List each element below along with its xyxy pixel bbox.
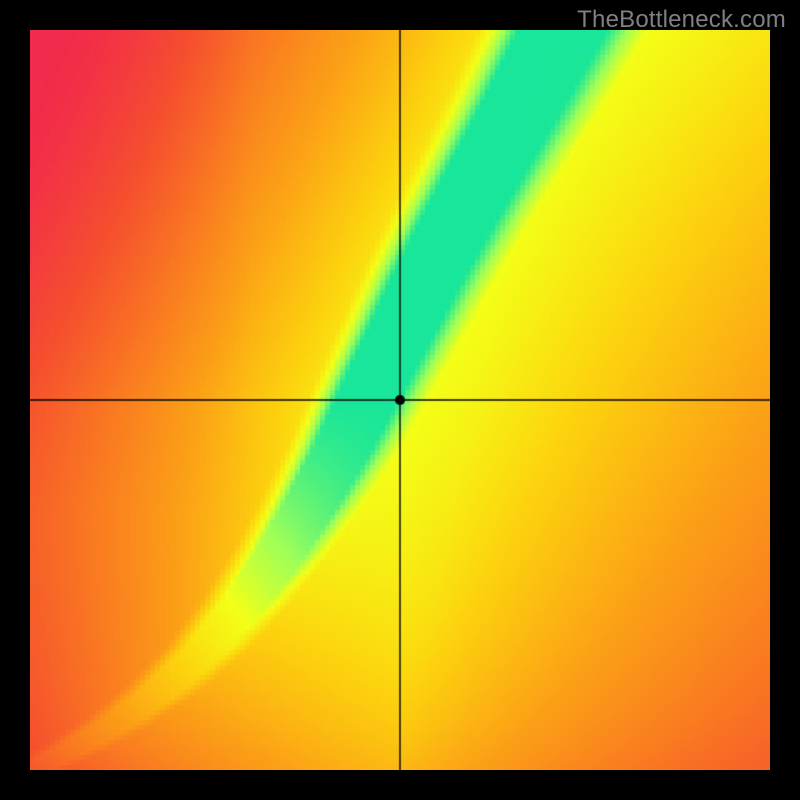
watermark-text: TheBottleneck.com [577,6,786,34]
bottleneck-chart-container: { "watermark": "TheBottleneck.com", "can… [0,0,800,800]
bottleneck-heatmap-canvas [30,30,770,770]
